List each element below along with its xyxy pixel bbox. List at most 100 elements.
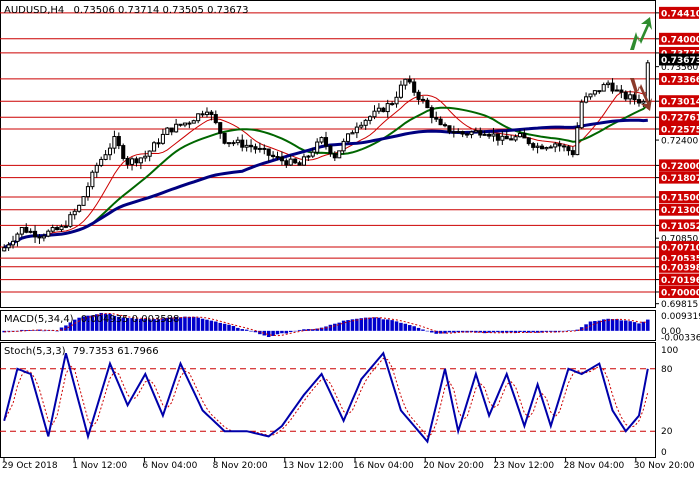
candle-body	[103, 154, 108, 160]
candle-body	[328, 145, 333, 155]
macd-bar	[306, 329, 311, 331]
macd-bar	[152, 319, 156, 331]
candle-body	[284, 160, 289, 166]
candle-body	[323, 137, 329, 147]
candle-body	[24, 226, 29, 233]
candle-body	[200, 113, 205, 116]
candle-body	[271, 154, 276, 158]
macd-bar	[99, 312, 103, 331]
time-tick-label: 23 Nov 12:00	[493, 461, 554, 471]
macd-bar	[227, 324, 231, 331]
macd-bar	[333, 323, 337, 331]
candle-body	[465, 133, 470, 136]
macd-bar	[482, 330, 487, 334]
candle-body	[156, 142, 161, 145]
time-tick-label: 16 Nov 04:00	[353, 461, 414, 471]
macd-bar	[606, 318, 610, 331]
macd-title: MACD(5,34,4)	[4, 314, 74, 325]
time-tick-label: 8 Nov 20:00	[213, 461, 268, 471]
candle-body	[526, 137, 531, 145]
candle-body	[385, 103, 390, 113]
candle-body	[469, 131, 474, 136]
macd-bar	[628, 321, 632, 331]
macd-bar	[112, 315, 117, 331]
price-level-tag	[659, 191, 699, 204]
current-price-label: 0.73673	[661, 56, 700, 66]
candle-body	[41, 235, 46, 239]
stoch-tick-label: 0	[661, 448, 667, 458]
macd-bar	[337, 322, 341, 331]
price-level-label: 0.73014	[661, 98, 700, 108]
price-level-label: 0.72761	[661, 114, 700, 124]
candle-body	[160, 133, 165, 144]
candle-body	[174, 123, 179, 133]
candle-body	[434, 116, 439, 120]
macd-bar	[275, 330, 280, 335]
candle-body	[597, 90, 602, 93]
candle-body	[478, 130, 483, 136]
stoch-values: 79.7353 61.7966	[73, 346, 159, 357]
price-level-label: 0.73366	[661, 75, 700, 85]
macd-bar	[187, 316, 192, 331]
candle-body	[68, 214, 73, 227]
macd-bar	[425, 330, 430, 332]
macd-bar	[487, 330, 491, 333]
macd-bar	[68, 322, 73, 331]
macd-bar	[601, 319, 606, 331]
price-level-tag	[659, 241, 699, 254]
macd-bar	[209, 320, 214, 331]
macd-bar	[549, 330, 553, 332]
macd-bar	[394, 321, 399, 331]
candle-body	[561, 145, 567, 148]
candle-body	[81, 196, 86, 206]
macd-bar	[412, 326, 416, 331]
macd-bar	[20, 329, 24, 331]
macd-bar	[33, 330, 37, 331]
macd-bar	[328, 324, 333, 331]
macd-bar	[562, 330, 566, 332]
time-tick-label: 6 Nov 04:00	[142, 461, 197, 471]
macd-bar	[597, 320, 602, 331]
candle-body	[107, 147, 113, 156]
stoch-axis: 100 80 20 0	[661, 346, 678, 458]
macd-bar	[284, 330, 289, 334]
macd-bar	[341, 320, 346, 331]
price-level-tag	[659, 32, 699, 45]
macd-bar	[121, 317, 125, 331]
candle-body	[125, 157, 130, 165]
macd-bar	[266, 330, 271, 338]
candle-body	[412, 81, 417, 93]
candle-body	[240, 139, 245, 148]
candle-body	[332, 153, 337, 159]
candle-body	[416, 91, 421, 100]
price-panel: AUDUSD,H4 0.73506 0.73714 0.73505 0.7367…	[0, 0, 656, 308]
macd-bar	[579, 327, 584, 331]
macd-bar	[288, 330, 293, 333]
candle-body	[645, 62, 650, 102]
candle-body	[77, 204, 82, 212]
macd-bar	[293, 330, 297, 332]
macd-bar	[421, 329, 425, 331]
macd-bar	[571, 330, 575, 332]
candle-body	[209, 111, 214, 116]
macd-bar	[610, 319, 615, 331]
candle-body	[85, 186, 91, 198]
candle-body	[509, 138, 514, 141]
candle-body	[491, 133, 496, 137]
macd-bar	[156, 319, 161, 331]
macd-bar	[134, 318, 139, 331]
candle-body	[19, 226, 24, 235]
macd-bar	[491, 330, 496, 333]
macd-bar	[522, 330, 527, 333]
macd-bar	[64, 325, 68, 331]
candle-body	[288, 158, 293, 166]
candle-body	[592, 90, 597, 95]
candle-body	[59, 226, 64, 231]
candle-body	[218, 122, 223, 134]
price-level-label: 0.71300	[661, 206, 700, 216]
price-level-tag	[659, 171, 699, 184]
price-tick-label: 0.73560	[661, 63, 698, 73]
macd-bar	[593, 321, 597, 331]
macd-bar	[103, 313, 108, 331]
